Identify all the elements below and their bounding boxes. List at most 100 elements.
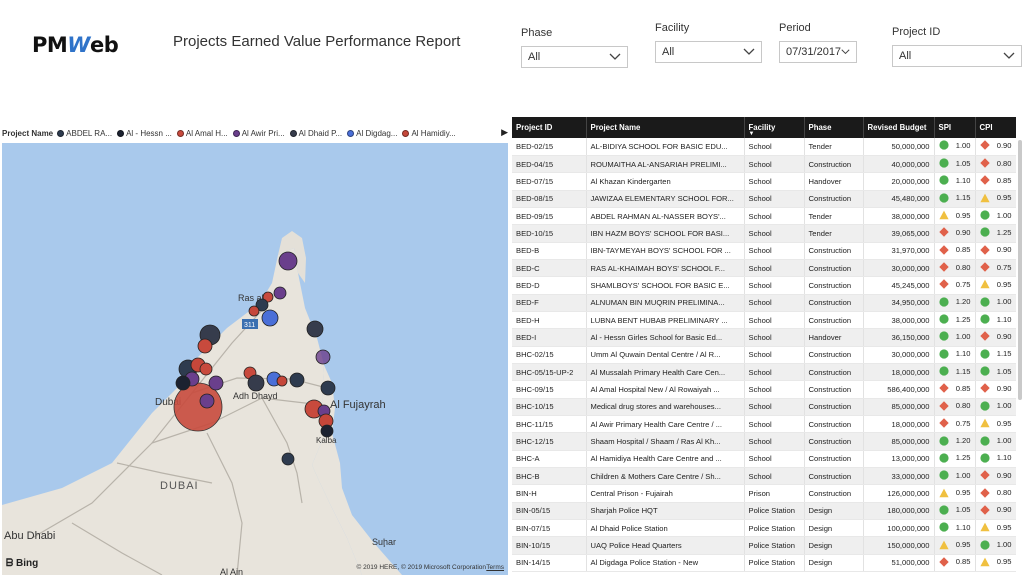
legend-item[interactable]: Al Dhaid P... [289, 129, 342, 138]
status-circle-icon [979, 314, 990, 324]
table-row[interactable]: BED-09/15 ABDEL RAHMAN AL-NASSER BOYS'...… [512, 207, 1016, 226]
cell-spi: 1.25 [934, 450, 976, 469]
spi-value: 1.10 [955, 522, 971, 532]
cell-project-name: UAQ Police Head Quarters [586, 536, 745, 555]
legend-item[interactable]: Al - Hessn ... [117, 129, 172, 138]
legend-item[interactable]: Al Digdag... [347, 129, 397, 138]
table-row[interactable]: BED-C RAS AL-KHAIMAH BOYS' SCHOOL F... Sch… [512, 259, 1016, 278]
cell-phase: Construction [804, 484, 864, 503]
legend-next-icon[interactable]: ▶ [501, 127, 508, 137]
pmweb-logo: PMWeb [32, 33, 142, 61]
cell-cpi: 1.00 [975, 398, 1016, 417]
spi-value: 1.10 [955, 175, 971, 185]
status-diamond-icon [979, 175, 990, 186]
legend-item[interactable]: ABDEL RA... [57, 129, 112, 138]
cell-project-name: LUBNA BENT HUBAB PRELIMINARY ... [586, 311, 745, 330]
legend-item[interactable]: Al Hamidiy... [402, 129, 456, 138]
map-terms-link[interactable]: Terms [486, 564, 504, 571]
cell-project-name: Medical drug stores and warehouses... [586, 398, 745, 417]
bubble [273, 286, 287, 300]
table-row[interactable]: BIN-07/15 Al Dhaid Police Station Police S… [512, 519, 1016, 538]
table-row[interactable]: BED-10/15 IBN HAZM BOYS' SCHOOL FOR BASI.… [512, 224, 1016, 243]
period-dropdown[interactable]: 07/31/2017 [779, 41, 857, 63]
table-row[interactable]: BHC-11/15 Al Awir Primary Health Care Cen… [512, 415, 1016, 434]
table-row[interactable]: BED-02/15 AL-BIDIYA SCHOOL FOR BASIC EDU.… [512, 138, 1016, 156]
bubble-map[interactable]: Ras al Dubai Adh Dhayd Al Fujayrah Kalba… [2, 143, 508, 575]
status-diamond-icon [938, 245, 949, 255]
table-row[interactable]: BHC-09/15 Al Amal Hospital New / Al Rowai… [512, 380, 1016, 399]
status-diamond-icon [938, 383, 949, 394]
legend-item-label: Al Awir Pri... [241, 128, 285, 138]
table-row[interactable]: BIN-14/15 Al Digdaga Police Station - New… [512, 554, 1016, 573]
cell-project-id: BIN-10/15 [512, 536, 587, 555]
project-id-dropdown[interactable]: All [892, 45, 1022, 67]
col-project-name[interactable]: Project Name [586, 117, 745, 138]
table-row[interactable]: BED-07/15 Al Khazan Kindergarten School Han… [512, 172, 1016, 191]
cell-cpi: 1.00 [975, 207, 1016, 226]
table-row[interactable]: BIN-10/15 UAQ Police Head Quarters Police … [512, 536, 1016, 555]
col-phase[interactable]: Phase [804, 117, 864, 138]
table-scrollbar[interactable] [1018, 140, 1022, 400]
table-row[interactable]: BHC-02/15 Umm Al Quwain Dental Centre / A… [512, 346, 1016, 364]
land-east [312, 365, 402, 575]
cell-revised-budget: 51,000,000 [863, 554, 935, 573]
legend-item[interactable]: Al Amal H... [176, 129, 228, 138]
spi-value: 1.00 [955, 331, 971, 341]
cell-revised-budget: 36,150,000 [863, 328, 935, 347]
region-dubai-label: DUBAI [160, 480, 199, 492]
facility-dropdown[interactable]: All [655, 41, 762, 63]
cell-spi: 1.10 [934, 172, 976, 191]
cell-cpi: 0.95 [975, 519, 1016, 538]
cpi-value: 0.80 [996, 158, 1012, 168]
table-row[interactable]: BED-I Al - Hessn Girles School for Basic … [512, 328, 1016, 347]
table-row[interactable]: BED-F ALNUMAN BIN MUQRIN PRELIMINA... Scho… [512, 294, 1016, 312]
table-row[interactable]: BED-B IBN-TAYMEYAH BOYS' SCHOOL FOR ... Sc… [512, 242, 1016, 260]
table-row[interactable]: BED-H LUBNA BENT HUBAB PRELIMINARY ... Sch… [512, 311, 1016, 330]
spi-value: 1.20 [955, 436, 971, 446]
status-diamond-icon [979, 383, 990, 394]
cell-phase: Tender [804, 138, 864, 156]
spi-value: 1.15 [955, 366, 971, 376]
col-spi[interactable]: SPI [934, 117, 976, 138]
cell-spi: 1.20 [934, 432, 976, 451]
cell-phase: Tender [804, 207, 864, 226]
table-row[interactable]: BHC-05/15-UP-2 Al Mussalah Primary Health… [512, 363, 1016, 382]
table-row[interactable]: BED-04/15 ROUMAITHA AL-ANSARIAH PRELIMI..… [512, 155, 1016, 174]
cell-phase: Construction [804, 432, 864, 451]
table-row[interactable]: BIN-H Central Prison - Fujairah Prison Cons… [512, 484, 1016, 503]
cell-project-name: Al Hamidiya Health Care Centre and ... [586, 450, 745, 469]
projects-table[interactable]: Project ID Project Name Facility ▼ Phase … [512, 117, 1016, 585]
table-row[interactable]: BIN-05/15 Sharjah Police HQT Police Statio… [512, 502, 1016, 521]
status-circle-icon [979, 210, 990, 220]
bubble [281, 452, 295, 466]
cell-project-name: IBN-TAYMEYAH BOYS' SCHOOL FOR ... [586, 242, 745, 260]
cell-project-name: Al Awir Primary Health Care Centre / ... [586, 415, 745, 434]
period-slicer: Period 07/31/2017 [779, 22, 857, 63]
col-revised-budget[interactable]: Revised Budget [863, 117, 935, 138]
cpi-value: 0.95 [996, 557, 1012, 567]
cell-project-id: BED-02/15 [512, 138, 587, 156]
bubble [262, 291, 274, 303]
col-facility[interactable]: Facility ▼ [744, 117, 805, 138]
col-project-id[interactable]: Project ID [512, 117, 587, 138]
table-row[interactable]: BHC-10/15 Medical drug stores and warehou… [512, 398, 1016, 417]
status-circle-icon [938, 297, 949, 307]
cpi-value: 0.90 [996, 140, 1012, 150]
table-row[interactable]: BED-08/15 JAWIZAA ELEMENTARY SCHOOL FOR..… [512, 190, 1016, 208]
cell-project-id: BHC-02/15 [512, 346, 587, 364]
cell-facility: School [744, 259, 805, 278]
phase-dropdown[interactable]: All [521, 46, 628, 68]
table-row[interactable]: BHC-A Al Hamidiya Health Care Centre and … [512, 450, 1016, 469]
cpi-value: 1.00 [996, 540, 1012, 550]
legend-item[interactable]: Al Awir Pri... [232, 128, 285, 138]
cell-spi: 1.00 [934, 467, 976, 486]
cpi-value: 1.25 [996, 227, 1012, 237]
legend-item-label: Al Digdag... [356, 128, 398, 138]
table-row[interactable]: BED-D SHAMLBOYS' SCHOOL FOR BASIC E... Sch… [512, 276, 1016, 295]
cell-project-name: Children & Mothers Care Centre / Sh... [586, 467, 745, 486]
col-cpi[interactable]: CPI [975, 117, 1016, 138]
table-row[interactable]: BHC-B Children & Mothers Care Centre / Sh… [512, 467, 1016, 486]
table-row[interactable]: BHC-12/15 Shaam Hospital / Shaam / Ras Al… [512, 432, 1016, 451]
bubble [199, 393, 215, 409]
status-diamond-icon [938, 401, 949, 411]
